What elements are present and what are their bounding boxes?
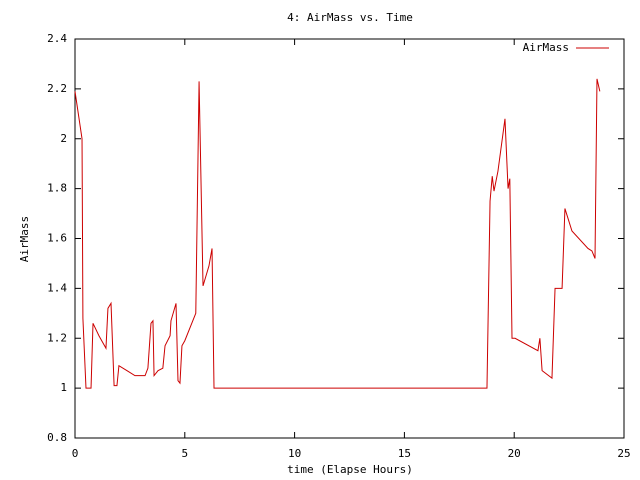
y-tick-label: 1.2	[47, 331, 67, 344]
x-tick-label: 5	[181, 447, 188, 460]
x-tick-label: 0	[72, 447, 79, 460]
y-tick-label: 1.6	[47, 232, 67, 245]
y-tick-label: 1.8	[47, 182, 67, 195]
y-tick-label: 2.4	[47, 32, 67, 45]
data-line	[74, 78, 601, 389]
x-tick-label: 25	[617, 447, 630, 460]
y-tick-label: 1.4	[47, 281, 67, 294]
y-tick-label: 0.8	[47, 431, 67, 444]
y-tick-label: 2	[60, 132, 67, 145]
x-axis-label: time (Elapse Hours)	[287, 463, 413, 476]
x-tick-label: 10	[288, 447, 301, 460]
y-tick-label: 2.2	[47, 82, 67, 95]
y-axis-label: AirMass	[18, 216, 31, 262]
legend-label: AirMass	[523, 41, 569, 54]
x-tick-label: 20	[508, 447, 521, 460]
chart-title: 4: AirMass vs. Time	[287, 11, 413, 24]
x-tick-label: 15	[398, 447, 411, 460]
y-tick-label: 1	[60, 381, 67, 394]
plot-frame	[74, 38, 625, 439]
